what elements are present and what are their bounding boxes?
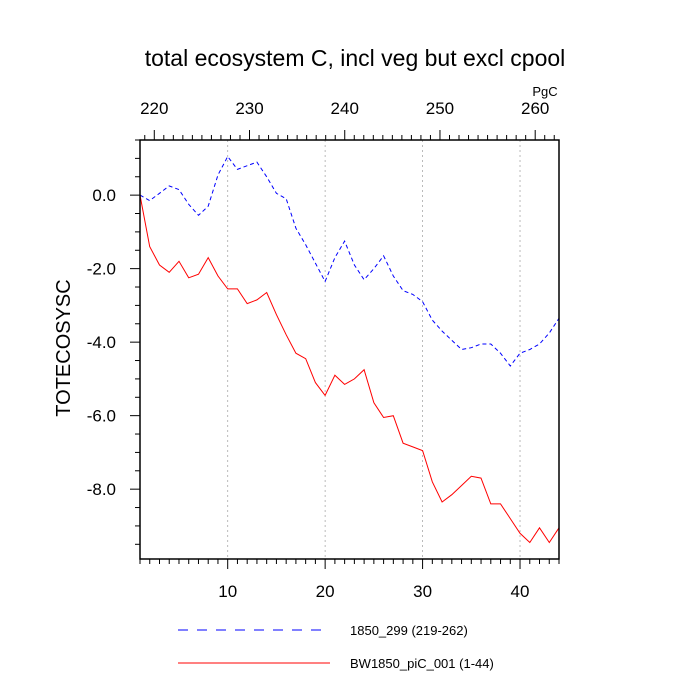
- plot-frame: [139, 139, 560, 560]
- series-line-0: [139, 155, 560, 367]
- axis-ticks: [130, 130, 560, 569]
- plot-series: [139, 155, 560, 544]
- series-line-1: [139, 195, 560, 544]
- x-tick-label: 30: [413, 582, 432, 601]
- chart-title: total ecosystem C, incl veg but excl cpo…: [145, 45, 566, 71]
- y-tick-label: -6.0: [87, 407, 116, 426]
- x-tick-label: 40: [511, 582, 530, 601]
- top-tick-label: 240: [331, 99, 359, 118]
- legend: 1850_299 (219-262) BW1850_piC_001 (1-44): [178, 623, 494, 671]
- y-tick-label: -8.0: [87, 480, 116, 499]
- top-axis-units-label: PgC: [532, 84, 557, 99]
- tick-labels: 10 20 30 40 220 230 240 250 260 0.0 -2.0 -4.0 -6.0 -8…: [87, 99, 550, 601]
- x-tick-label: 10: [218, 582, 237, 601]
- top-tick-label: 230: [235, 99, 263, 118]
- legend-label: BW1850_piC_001 (1-44): [350, 656, 494, 671]
- top-tick-label: 260: [521, 99, 549, 118]
- y-axis-label: TOTECOSYSC: [53, 279, 75, 416]
- y-tick-label: -4.0: [87, 333, 116, 352]
- legend-label: 1850_299 (219-262): [350, 623, 468, 638]
- y-tick-label: -2.0: [87, 260, 116, 279]
- x-tick-label: 20: [316, 582, 335, 601]
- top-tick-label: 220: [140, 99, 168, 118]
- grid: [227, 140, 521, 559]
- top-tick-label: 250: [426, 99, 454, 118]
- y-tick-label: 0.0: [92, 186, 116, 205]
